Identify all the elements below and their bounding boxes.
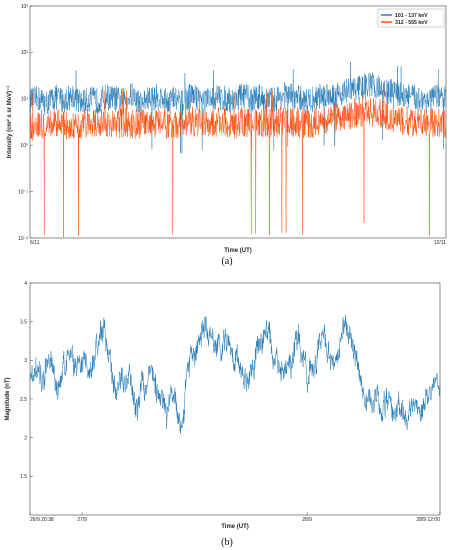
plot-b-xtick-label: 28/9 12:00 (416, 517, 440, 523)
plot-a-legend-label: 312 - 555 keV (395, 20, 428, 26)
plot-a-series-line (29, 82, 447, 238)
plot-b-ytick-label: 3 (24, 358, 27, 364)
plot-a-ytick-label: 10⁻¹ (18, 189, 28, 195)
plot-b-xtick-label: 27/9 (77, 517, 87, 523)
plot-a-ytick-label: 10³ (21, 4, 29, 10)
plot-b-yticks: 1.5 2 2.5 3 3.5 4 (20, 281, 33, 480)
panel-b-label: (b) (221, 537, 233, 548)
plot-b-series-line (29, 314, 441, 434)
plot-b-ytick-label: 4 (24, 281, 27, 287)
plot-b-ytick-label: 2 (24, 435, 27, 441)
plot-a-xticks: 6/11 12/11 (30, 240, 446, 246)
plot-a-ylabel: Intensity (cm² s sr MeV)⁻¹ (6, 86, 13, 159)
plot-a-ytick-label: 10⁰ (20, 143, 28, 149)
plot-b-xlabel: Time (UT) (221, 524, 249, 530)
plot-b-ytick-label: 1.5 (20, 474, 27, 480)
panel-a-label: (a) (221, 256, 232, 267)
plot-a-yticks: 10⁻² 10⁻¹ 10⁰ 10¹ 10² 10³ (18, 4, 33, 242)
plot-a-ytick-label: 10² (21, 50, 29, 56)
panel-a: 10⁻² 10⁻¹ 10⁰ 10¹ 10² 10³ 6/11 12/11 Time (UT)… (6, 4, 447, 267)
plot-a-legend-box (377, 8, 445, 28)
plot-a-ytick-label: 10¹ (21, 97, 29, 103)
plot-b-xticks: 26/9 20:38 27/9 28/9 28/9 12:00 (29, 512, 441, 523)
plot-a-xtick-label: 6/11 (30, 240, 40, 246)
plot-b-ylabel: Magnitude (nT) (5, 378, 11, 421)
plot-a-xlabel: Time (UT) (224, 248, 252, 254)
plot-a-legend-label: 101 - 137 keV (395, 13, 428, 19)
plot-a-series-line (29, 62, 447, 154)
plot-b-xtick-label: 28/9 (302, 517, 312, 523)
panel-b: 1.5 2 2.5 3 3.5 4 26/9 20:38 27/9 28/9 28/9 12:0… (5, 281, 441, 548)
plot-a-ytick-label: 10⁻² (18, 236, 28, 242)
plot-a-frame (29, 5, 447, 239)
plot-b-series (29, 314, 441, 434)
plot-b-xtick-label: 26/9 20:38 (30, 517, 54, 523)
plot-a-series (29, 62, 447, 238)
plot-a-xtick-label: 12/11 (434, 240, 446, 246)
plot-b-ytick-label: 2.5 (20, 397, 27, 403)
plot-b-frame (29, 282, 441, 516)
plot-b-ytick-label: 3.5 (20, 319, 27, 325)
